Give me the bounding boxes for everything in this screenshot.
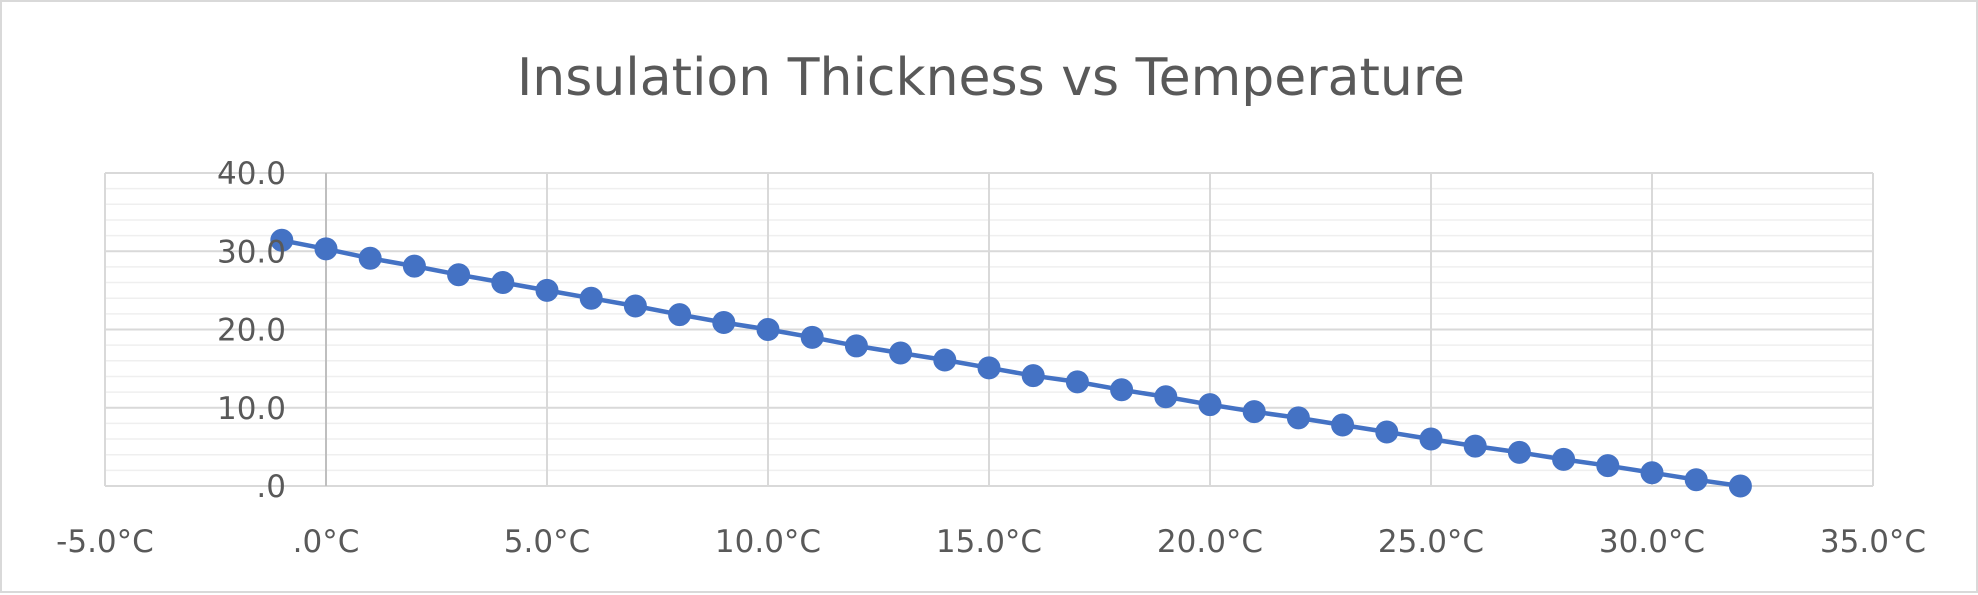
- data-point: [579, 286, 603, 310]
- data-point: [1110, 378, 1134, 402]
- data-point: [1596, 454, 1620, 478]
- data-point: [1021, 364, 1045, 388]
- y-tick-label: 10.0: [217, 391, 286, 427]
- data-point: [756, 318, 780, 341]
- data-point: [977, 356, 1001, 380]
- data-point: [1331, 413, 1355, 437]
- data-point: [712, 310, 736, 334]
- data-point: [623, 294, 647, 318]
- data-point: [491, 271, 515, 295]
- data-point: [1463, 434, 1487, 458]
- x-tick-label: 20.0°C: [1157, 524, 1263, 560]
- data-point: [1684, 468, 1708, 492]
- y-tick-label: .0: [256, 469, 286, 505]
- data-point: [1552, 447, 1576, 471]
- data-point: [1286, 406, 1310, 430]
- x-tick-label: 30.0°C: [1599, 524, 1705, 560]
- grid-layer: [104, 172, 1874, 487]
- data-point: [358, 246, 382, 270]
- data-point: [1154, 385, 1178, 409]
- data-point: [1065, 370, 1089, 394]
- series-line: [281, 238, 1741, 489]
- y-tick-label: 40.0: [217, 156, 286, 192]
- data-point: [1640, 461, 1664, 485]
- data-point: [844, 334, 868, 358]
- data-point: [402, 254, 426, 278]
- data-point: [1375, 420, 1399, 444]
- y-tick-label: 30.0: [217, 234, 286, 270]
- data-point: [668, 303, 692, 327]
- y-tick-label: 20.0: [217, 313, 286, 349]
- x-tick-label: 10.0°C: [715, 524, 821, 560]
- chart-title: Insulation Thickness vs Temperature: [517, 48, 1465, 108]
- data-point: [1242, 400, 1266, 424]
- data-point: [270, 228, 294, 252]
- data-point: [800, 325, 824, 349]
- data-point: [447, 263, 471, 287]
- tick-layer: -5.0°C .0°C 5.0°C 10.0°C 15.0°C 20.0°C 25.0°C 3…: [56, 156, 1926, 560]
- data-point: [535, 278, 559, 302]
- x-tick-label: .0°C: [293, 524, 360, 560]
- data-point: [1198, 393, 1222, 417]
- data-point: [1728, 474, 1752, 498]
- x-tick-label: 25.0°C: [1378, 524, 1484, 560]
- x-tick-label: 35.0°C: [1820, 524, 1926, 560]
- x-tick-label: -5.0°C: [56, 524, 154, 560]
- data-point: [314, 237, 338, 261]
- data-point: [933, 348, 957, 372]
- data-point: [1507, 440, 1531, 464]
- data-point: [1419, 427, 1443, 451]
- x-tick-label: 15.0°C: [936, 524, 1042, 560]
- series-layer: [270, 228, 1752, 498]
- data-point: [889, 341, 913, 365]
- x-tick-label: 5.0°C: [504, 524, 590, 560]
